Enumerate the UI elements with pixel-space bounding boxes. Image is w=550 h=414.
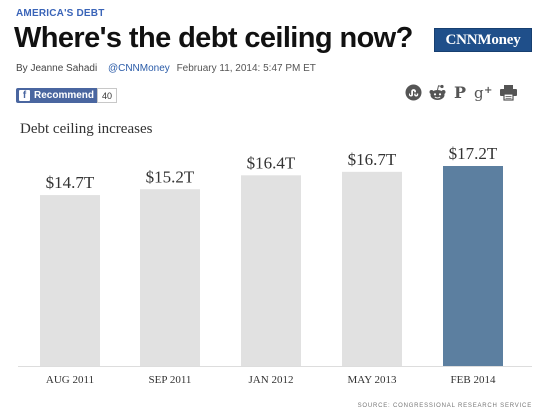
debt-ceiling-chart: Debt ceiling increases $14.7T AUG 2011 $15…: [0, 110, 550, 414]
chart-title: Debt ceiling increases: [20, 121, 153, 137]
byline: By Jeanne Sahadi @CNNMoney February 11, …: [16, 63, 316, 74]
bar-chart: $14.7T AUG 2011 $15.2T SEP 2011 $16.4T JAN 20…: [18, 144, 532, 386]
svg-text:+: +: [484, 85, 492, 96]
recommend-label: Recommend: [34, 90, 95, 101]
twitter-handle-link[interactable]: @CNNMoney: [107, 63, 170, 74]
value-label: $16.4T: [247, 153, 296, 172]
category-label: FEB 2014: [451, 374, 496, 386]
value-label: $15.2T: [146, 167, 195, 186]
facebook-recommend-button[interactable]: f Recommend: [16, 88, 100, 103]
bar-jan-2012: [241, 175, 301, 366]
bar-sep-2011: [140, 189, 200, 366]
svg-text:g: g: [474, 84, 484, 101]
pinterest-icon[interactable]: P: [453, 84, 467, 101]
share-toolbar: P g +: [405, 84, 518, 101]
author-name: By Jeanne Sahadi: [16, 63, 98, 74]
svg-text:P: P: [454, 84, 466, 101]
cnnmoney-logo[interactable]: CNNMoney: [434, 28, 532, 52]
bar-aug-2011: [40, 195, 100, 366]
value-label: $16.7T: [348, 150, 397, 169]
value-label: $17.2T: [449, 144, 498, 163]
print-icon[interactable]: [499, 84, 518, 101]
publish-date: February 11, 2014: 5:47 PM ET: [176, 63, 316, 74]
stumbleupon-icon[interactable]: [405, 84, 422, 101]
recommend-count: 40: [97, 88, 118, 103]
page-title: Where's the debt ceiling now?: [14, 22, 413, 54]
value-label: $14.7T: [46, 173, 95, 192]
chart-source: SOURCE: CONGRESSIONAL RESEARCH SERVICE: [357, 403, 532, 409]
section-kicker[interactable]: AMERICA'S DEBT: [16, 8, 105, 19]
bar-may-2013: [342, 171, 402, 366]
bar-feb-2014: [443, 166, 503, 366]
category-label: MAY 2013: [347, 374, 397, 386]
reddit-icon[interactable]: [428, 84, 447, 101]
category-label: SEP 2011: [149, 374, 192, 386]
google-plus-icon[interactable]: g +: [473, 84, 493, 101]
category-label: AUG 2011: [46, 374, 94, 386]
facebook-icon: f: [19, 90, 30, 101]
category-label: JAN 2012: [249, 374, 294, 386]
